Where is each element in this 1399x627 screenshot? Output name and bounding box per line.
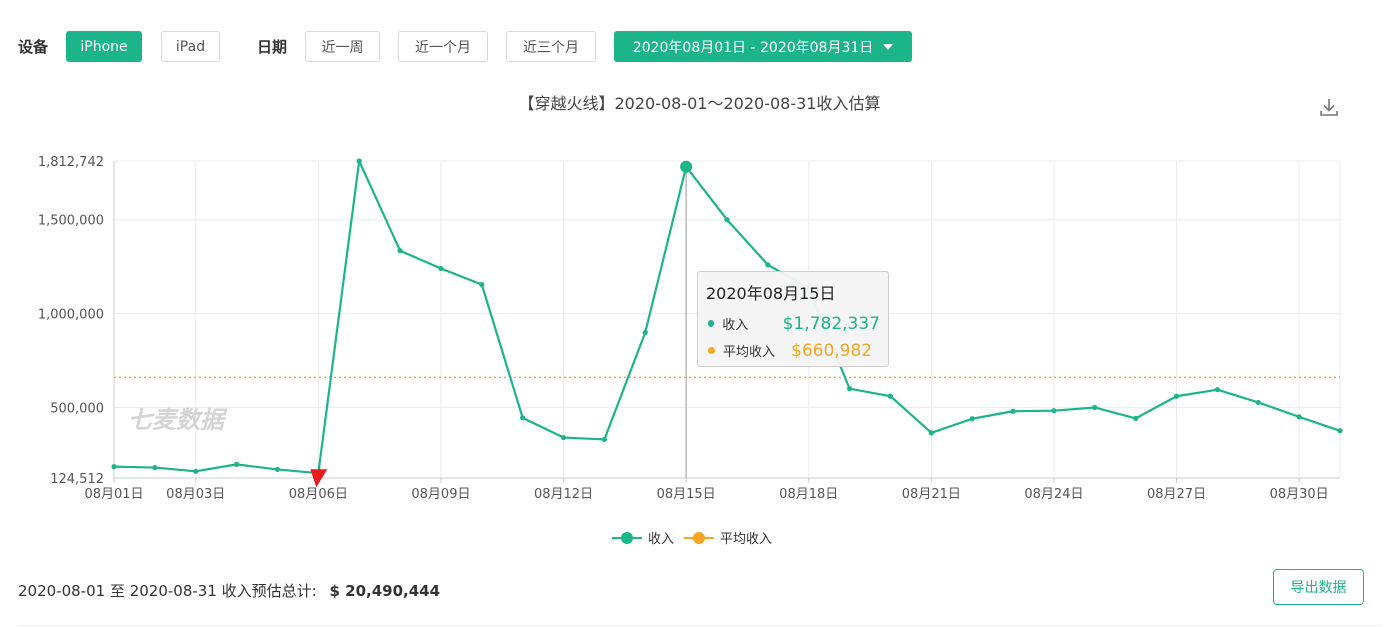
x-tick-label: 08月24日 xyxy=(1024,487,1083,502)
revenue-point xyxy=(601,436,608,443)
revenue-point xyxy=(724,217,730,223)
x-tick-label: 08月03日 xyxy=(166,487,225,502)
revenue-line-chart: 七麦数据 124,512 500,000 1,000,000 1,500,000 1,8… xyxy=(38,155,1343,502)
x-tick-label: 08月27日 xyxy=(1147,487,1206,502)
x-axis-labels: 08月01日 08月03日 08月06日 08月09日 08月12日 08月15日 08月1… xyxy=(84,478,1329,502)
y-tick-label: 124,512 xyxy=(50,472,104,487)
revenue-point xyxy=(152,464,158,471)
horizontal-gridlines xyxy=(113,160,1340,479)
y-tick-label: 1,500,000 xyxy=(38,214,104,229)
y-tick-label: 500,000 xyxy=(50,401,104,416)
device-iphone-button[interactable]: iPhone xyxy=(66,31,143,62)
x-tick-label: 08月12日 xyxy=(534,487,593,502)
caret-down-icon xyxy=(883,43,894,50)
revenue-point xyxy=(642,329,648,335)
revenue-point xyxy=(887,393,894,399)
revenue-point xyxy=(1337,428,1343,434)
date-month-button[interactable]: 近一个月 xyxy=(398,31,489,62)
legend-average-icon xyxy=(684,531,715,544)
revenue-point xyxy=(274,466,281,473)
legend-revenue-icon xyxy=(612,531,642,544)
revenue-point xyxy=(111,464,117,470)
chart-legend: 收入 平均收入 xyxy=(612,528,782,547)
revenue-point xyxy=(356,158,362,164)
x-tick-label: 08月09日 xyxy=(411,487,470,502)
date-week-button[interactable]: 近一周 xyxy=(305,31,381,62)
device-label: 设备 xyxy=(18,38,49,56)
revenue-point xyxy=(1214,387,1220,393)
legend-item-revenue[interactable]: 收入 xyxy=(612,528,674,547)
revenue-point xyxy=(969,416,975,422)
date-3months-button[interactable]: 近三个月 xyxy=(506,31,597,62)
chart-title: 【穿越火线】2020-08-01～2020-08-31收入估算 xyxy=(518,94,881,113)
revenue-point xyxy=(560,434,567,441)
tooltip-revenue-value: $1,782,337 xyxy=(782,313,880,334)
x-tick-label: 08月15日 xyxy=(657,487,716,502)
min-marker-icon xyxy=(310,469,328,488)
download-icon[interactable] xyxy=(1318,96,1340,118)
revenue-point xyxy=(1255,399,1261,406)
revenue-point xyxy=(397,248,403,254)
revenue-point xyxy=(193,468,199,474)
watermark: 七麦数据 xyxy=(128,406,228,434)
legend-average-label: 平均收入 xyxy=(720,532,773,547)
date-label: 日期 xyxy=(257,38,288,56)
revenue-point xyxy=(438,265,444,272)
x-tick-label: 08月21日 xyxy=(902,487,961,502)
date-range-dropdown[interactable]: 2020年08月01日 - 2020年08月31日 xyxy=(614,31,913,62)
revenue-point xyxy=(928,430,934,436)
revenue-dot-icon xyxy=(708,320,715,327)
total-label: 2020-08-01 至 2020-08-31 收入预估总计: xyxy=(18,582,317,600)
x-tick-label: 08月30日 xyxy=(1270,487,1329,502)
tooltip-row-revenue: 收入 $1,782,337 xyxy=(706,310,880,337)
tooltip-average-value: $660,982 xyxy=(791,340,873,361)
revenue-point xyxy=(1133,415,1139,421)
y-tick-label: 1,812,742 xyxy=(38,155,104,170)
revenue-point xyxy=(1092,404,1098,411)
x-tick-label: 08月06日 xyxy=(289,487,348,502)
divider xyxy=(18,625,1381,626)
revenue-point xyxy=(765,262,771,268)
tooltip-title: 2020年08月15日 xyxy=(706,284,836,303)
total-value: $ 20,490,444 xyxy=(329,582,441,600)
chart-tooltip: 2020年08月15日 收入 $1,782,337 平均收入 $660,982 xyxy=(697,271,889,367)
revenue-point-highlight xyxy=(680,160,693,173)
tooltip-revenue-label: 收入 xyxy=(722,318,749,333)
revenue-point xyxy=(1051,408,1057,414)
y-axis-labels: 124,512 500,000 1,000,000 1,500,000 1,812,74… xyxy=(38,155,104,487)
y-tick-label: 1,000,000 xyxy=(38,308,104,323)
revenue-point xyxy=(520,415,526,421)
revenue-point xyxy=(479,281,485,288)
average-dot-icon xyxy=(708,347,715,354)
export-data-button[interactable]: 导出数据 xyxy=(1273,569,1364,605)
x-tick-label: 08月01日 xyxy=(84,487,143,502)
revenue-point xyxy=(1010,408,1016,414)
tooltip-row-average: 平均收入 $660,982 xyxy=(706,337,880,364)
filter-bar: 设备 iPhone iPad 日期 近一周 近一个月 近三个月 2020年08月… xyxy=(18,30,913,63)
revenue-point xyxy=(1173,393,1180,399)
legend-revenue-label: 收入 xyxy=(648,532,675,547)
date-range-text: 2020年08月01日 - 2020年08月31日 xyxy=(632,39,874,56)
tooltip-average-label: 平均收入 xyxy=(723,345,776,360)
revenue-point xyxy=(847,386,853,392)
min-marker xyxy=(310,469,328,488)
legend-item-average[interactable]: 平均收入 xyxy=(684,528,772,547)
revenue-point xyxy=(234,461,240,467)
revenue-total: 2020-08-01 至 2020-08-31 收入预估总计: $ 20,490… xyxy=(18,580,440,601)
device-ipad-button[interactable]: iPad xyxy=(161,31,221,62)
x-tick-label: 08月18日 xyxy=(779,487,838,502)
revenue-point xyxy=(1296,414,1302,420)
